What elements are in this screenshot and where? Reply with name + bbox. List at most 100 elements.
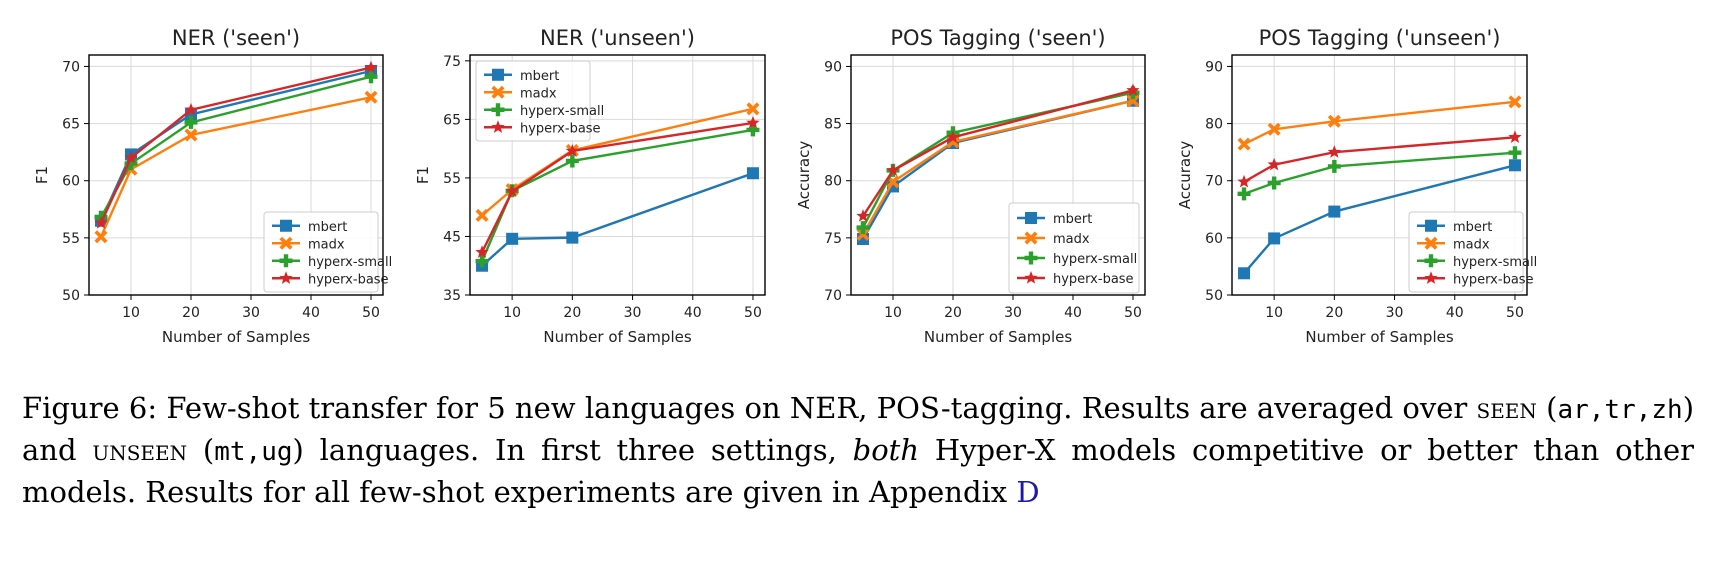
x-tick-label: 30 — [1004, 305, 1022, 321]
x-tick-label: 10 — [503, 305, 521, 321]
y-tick-label: 50 — [62, 288, 80, 304]
x-axis-label: Number of Samples — [162, 328, 310, 346]
chart-title: POS Tagging ('unseen') — [1259, 26, 1501, 50]
x-axis-label: Number of Samples — [1305, 328, 1453, 346]
data-point-hyperx-base — [746, 115, 760, 129]
chart-panel-4: 10 20 30 40 50 50 60 70 80 90 POS Tagging ('unseen… — [1176, 26, 1537, 346]
data-point-hyperx-small — [1327, 159, 1341, 173]
data-point-hyperx-small — [124, 157, 138, 171]
data-point-madx — [94, 230, 108, 244]
y-tick-label: 60 — [62, 174, 80, 190]
caption-label: Figure 6: — [22, 391, 158, 425]
data-point-hyperx-base — [475, 245, 489, 258]
legend-label-madx: madx — [308, 237, 345, 252]
data-point-hyperx-base — [505, 184, 519, 198]
y-axis-label: F1 — [414, 166, 432, 184]
chart-panel-1: 10 20 30 40 50 50 55 60 65 70 NER ('seen') Number o… — [33, 26, 392, 346]
data-point-madx — [1508, 95, 1522, 109]
y-tick-label: 45 — [443, 229, 461, 245]
y-tick-label: 60 — [1205, 231, 1223, 247]
data-point-madx — [475, 208, 489, 222]
data-point-madx — [856, 227, 870, 241]
x-tick-label: 20 — [563, 305, 581, 321]
data-point-madx — [746, 102, 760, 116]
legend: mbert madx hyperx-small hyperx-base — [1008, 202, 1140, 294]
y-tick-label: 35 — [443, 288, 461, 304]
y-tick-label: 80 — [1205, 117, 1223, 133]
caption-text-1: Few-shot transfer for 5 new languages on… — [166, 391, 1468, 425]
data-point-hyperx-small — [1267, 176, 1281, 190]
data-point-hyperx-base — [124, 150, 138, 164]
legend-box — [1008, 202, 1140, 294]
legend-label-madx: madx — [1053, 232, 1090, 247]
data-point-madx — [1327, 114, 1341, 128]
legend-marker-hyperx-small — [279, 254, 293, 268]
y-tick-label: 70 — [62, 59, 80, 75]
data-point-hyperx-base — [856, 209, 870, 222]
y-tick-label: 90 — [824, 59, 842, 75]
plot-frame — [1231, 54, 1528, 296]
x-tick-label: 30 — [624, 305, 642, 321]
caption-seen-langs: ar,tr,zh — [1557, 395, 1683, 425]
legend-marker-hyperx-base — [491, 120, 505, 133]
legend-label-madx: madx — [520, 86, 557, 101]
legend-marker-hyperx-small — [491, 103, 505, 117]
data-point-hyperx-base — [1267, 157, 1281, 171]
x-tick-label: 50 — [1124, 305, 1142, 321]
legend-marker-mbert — [280, 219, 292, 232]
x-tick-label: 40 — [302, 305, 320, 321]
y-tick-label: 55 — [62, 231, 80, 247]
caption-and: and — [22, 433, 77, 467]
x-tick-label: 20 — [1325, 305, 1343, 321]
y-axis-label: F1 — [33, 166, 51, 184]
data-point-hyperx-small — [1508, 146, 1522, 160]
caption-unseen: unseen — [92, 433, 188, 467]
data-point-hyperx-base — [946, 130, 960, 143]
caption-seen: seen — [1476, 391, 1537, 425]
series-line-madx — [99, 96, 372, 238]
legend-marker-hyperx-base — [279, 271, 293, 284]
y-tick-label: 65 — [62, 117, 80, 133]
appendix-link[interactable]: D — [1016, 475, 1040, 509]
figure-caption: Figure 6: Few-shot transfer for 5 new la… — [22, 391, 1695, 509]
y-tick-label: 75 — [443, 54, 461, 70]
data-point-mbert — [1268, 232, 1281, 245]
series-line-hyperx-small — [480, 128, 754, 262]
data-point-hyperx-small — [184, 115, 198, 129]
data-point-hyperx-base — [94, 216, 108, 229]
x-tick-label: 50 — [744, 305, 762, 321]
y-tick-label: 70 — [1205, 174, 1223, 190]
data-point-mbert — [1238, 267, 1251, 280]
data-point-hyperx-small — [856, 221, 870, 235]
legend-box — [1408, 211, 1524, 293]
legend-label-hyperx-base: hyperx-base — [308, 272, 389, 287]
x-tick-label: 20 — [182, 305, 200, 321]
legend-label-mbert: mbert — [1453, 220, 1492, 235]
legend-marker-madx — [1024, 231, 1038, 245]
legend: mbert madx hyperx-small hyperx-base — [1408, 211, 1537, 293]
legend-marker-mbert — [1425, 219, 1437, 232]
data-point-madx — [184, 128, 198, 142]
data-point-hyperx-base — [886, 163, 900, 177]
legend-box — [475, 60, 591, 142]
data-point-hyperx-small — [746, 123, 760, 137]
data-point-hyperx-base — [565, 144, 579, 157]
chart-panel-2: 10 20 30 40 50 35 45 55 65 75 NER ('unseen') Number… — [414, 26, 766, 346]
x-tick-label: 40 — [1064, 305, 1082, 321]
caption-text-3: Hyper-X models competitive or better tha… — [22, 433, 1694, 509]
legend-box — [263, 211, 379, 293]
y-tick-label: 80 — [824, 174, 842, 190]
data-point-hyperx-small — [364, 70, 378, 84]
x-tick-label: 10 — [122, 305, 140, 321]
caption-emphasis: both — [852, 433, 919, 467]
data-point-mbert — [1508, 159, 1521, 172]
plot-frame — [88, 54, 384, 296]
legend: mbert madx hyperx-small hyperx-base — [263, 211, 392, 293]
data-point-madx — [364, 90, 378, 104]
y-tick-label: 70 — [824, 288, 842, 304]
legend-label-mbert: mbert — [1053, 212, 1092, 227]
series-line-mbert — [1243, 164, 1516, 275]
series-line-mbert — [481, 172, 754, 267]
x-tick-label: 20 — [944, 305, 962, 321]
legend-marker-hyperx-small — [1424, 254, 1438, 268]
